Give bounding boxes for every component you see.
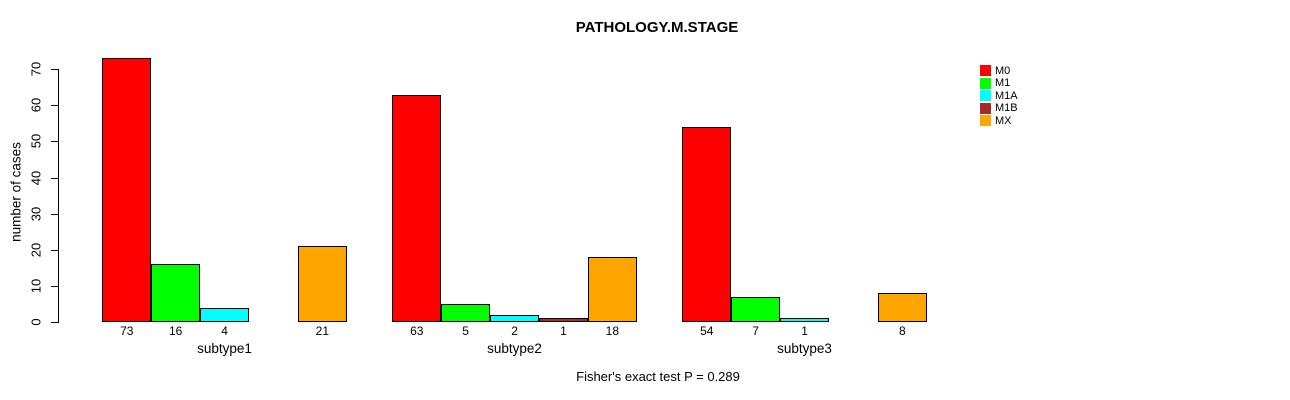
bar-m1a-subtype1	[200, 308, 249, 322]
bar-m1-subtype2	[441, 304, 491, 322]
y-axis-tick-label: 30	[28, 206, 44, 221]
y-axis-tick-label: 0	[28, 318, 44, 326]
bar-value-label: 16	[168, 324, 183, 338]
y-axis-tick	[51, 69, 59, 71]
stat-test-footnote: Fisher's exact test P = 0.289	[576, 369, 740, 384]
legend-swatch-mx	[980, 115, 991, 127]
bar-m1-subtype1	[151, 264, 201, 322]
bar-value-label: 1	[801, 324, 808, 338]
bar-m1a-subtype3	[780, 318, 829, 322]
chart-title: PATHOLOGY.M.STAGE	[575, 19, 739, 36]
bar-mx-subtype1	[297, 246, 347, 322]
bar-value-label: 8	[898, 324, 906, 338]
y-axis-title: number of cases	[8, 142, 24, 242]
y-axis-tick-label: 50	[28, 134, 44, 149]
bar-m0-subtype1	[102, 58, 152, 322]
x-axis-group-label: subtype3	[777, 341, 832, 356]
y-axis-tick	[51, 285, 59, 287]
bar-value-label: 21	[315, 324, 330, 338]
bar-value-label: 18	[605, 324, 620, 338]
y-axis-tick-label: 20	[28, 242, 44, 257]
bar-value-label: 54	[700, 324, 714, 338]
bar-value-label: 7	[752, 324, 759, 338]
y-axis-line	[58, 69, 59, 323]
y-axis-tick	[51, 141, 59, 143]
x-axis-group-label: subtype1	[197, 341, 252, 356]
bar-value-label: 2	[511, 324, 518, 338]
bar-mx-subtype2	[587, 257, 637, 322]
y-axis-tick-label: 70	[28, 61, 44, 77]
legend-label-mx: MX	[995, 114, 1012, 127]
x-axis-group-label: subtype2	[487, 341, 542, 356]
y-axis-tick	[51, 322, 59, 323]
bar-value-label: 5	[462, 324, 469, 338]
y-axis-tick-label: 40	[28, 170, 44, 185]
bar-mx-subtype3	[877, 293, 927, 322]
y-axis-tick-label: 10	[28, 278, 44, 294]
bar-value-label: 1	[560, 324, 567, 338]
legend-label-m1a: M1A	[995, 89, 1018, 102]
legend-label-m1b: M1B	[995, 102, 1018, 115]
y-axis-tick-label: 60	[28, 98, 44, 113]
legend-swatch-m1	[980, 77, 991, 89]
y-axis-tick	[51, 213, 59, 215]
bar-m0-subtype3	[682, 127, 732, 322]
bar-value-label: 63	[410, 324, 424, 338]
bar-m1-subtype3	[731, 297, 781, 322]
y-axis-tick	[51, 249, 59, 251]
legend-label-m0: M0	[995, 64, 1011, 77]
bar-value-label: 73	[120, 324, 134, 338]
legend-swatch-m0	[980, 65, 991, 76]
bar-value-label: 4	[221, 324, 228, 338]
legend-label-m1: M1	[995, 77, 1011, 90]
bar-m1a-subtype2	[490, 315, 539, 322]
y-axis-tick	[51, 105, 59, 107]
bar-m1b-subtype2	[539, 318, 588, 322]
y-axis-tick	[51, 177, 59, 179]
legend-swatch-m1a	[980, 90, 991, 102]
bar-m0-subtype2	[392, 95, 442, 322]
legend-swatch-m1b	[980, 102, 991, 114]
